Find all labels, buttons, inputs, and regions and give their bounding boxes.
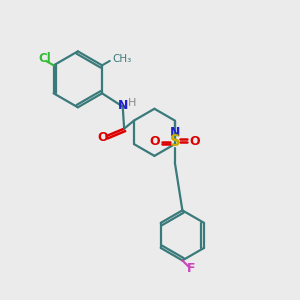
Text: N: N: [118, 99, 128, 112]
Text: S: S: [169, 134, 180, 149]
Text: O: O: [190, 135, 200, 148]
Text: O: O: [98, 131, 108, 144]
Text: CH₃: CH₃: [113, 54, 132, 64]
Text: N: N: [170, 126, 181, 139]
Text: H: H: [128, 98, 136, 108]
Text: Cl: Cl: [38, 52, 51, 65]
Text: F: F: [187, 262, 196, 275]
Text: O: O: [149, 135, 160, 148]
